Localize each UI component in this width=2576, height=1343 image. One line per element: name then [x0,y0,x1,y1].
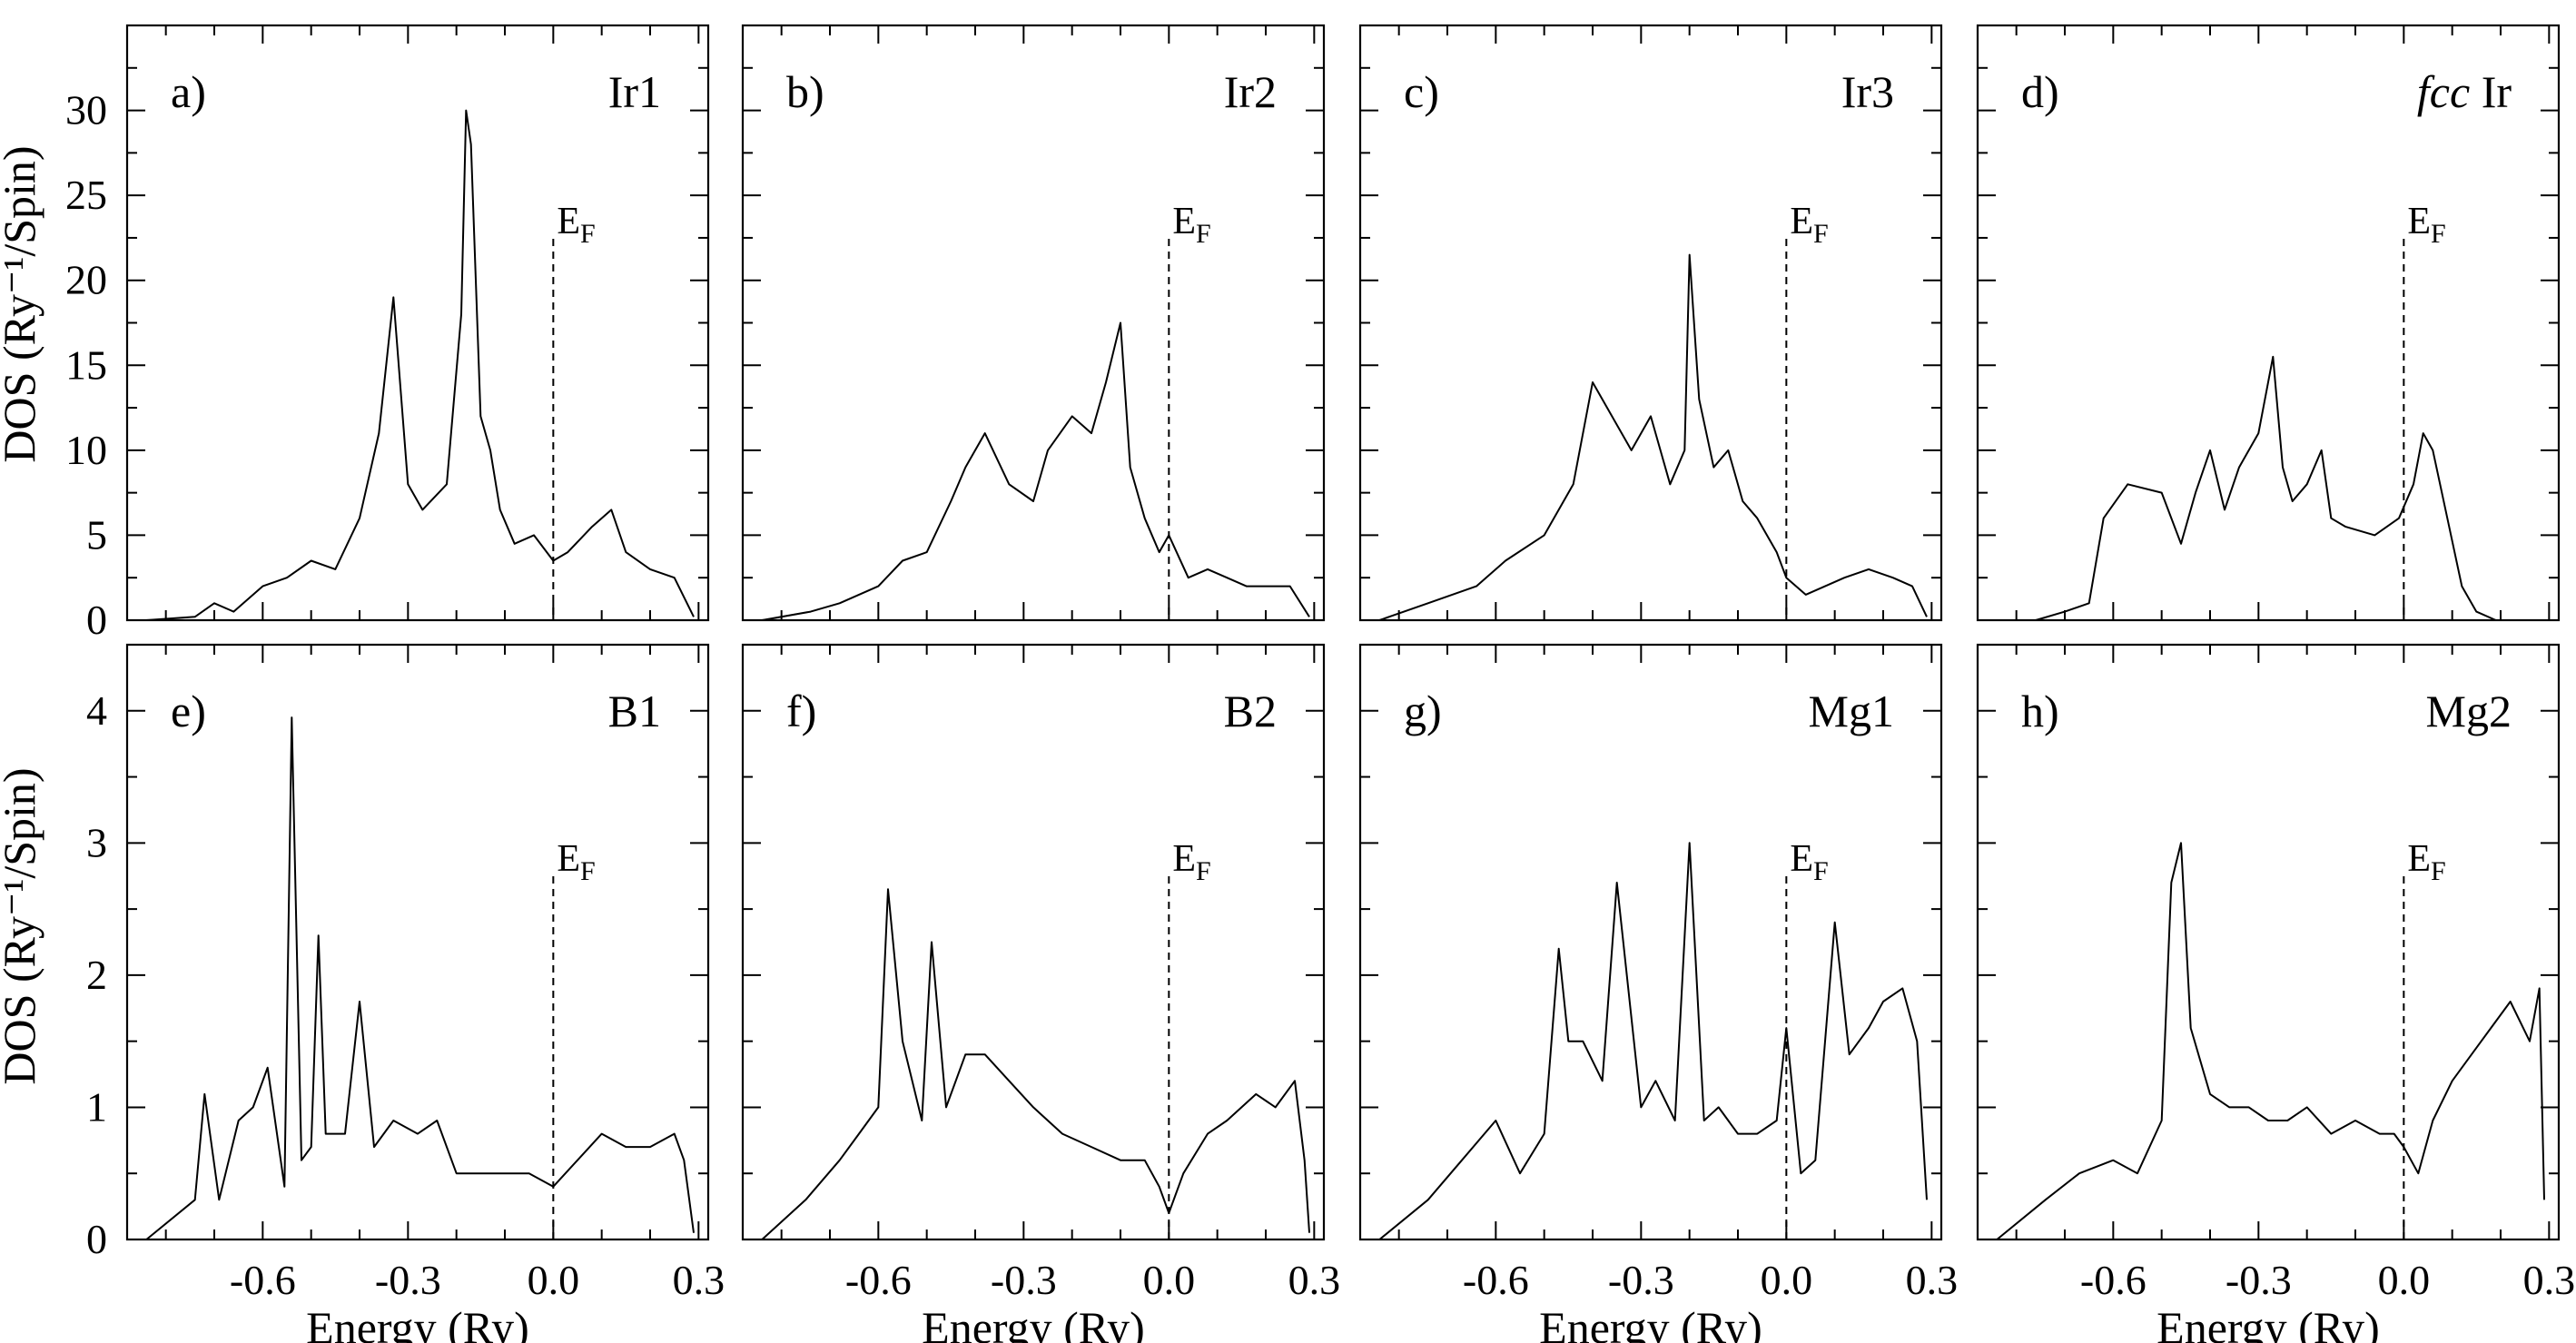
dos-curve [762,321,1310,621]
panel-title: Mg2 [2426,686,2512,736]
panel-letter: g) [1404,686,1442,736]
fermi-level-label: EF [1172,201,1210,249]
dos-curve [1378,253,1928,621]
panel-letter: c) [1404,66,1439,117]
panel-a: 0 5 10 15 20 25 30 EF a) Ir1 [65,24,710,643]
y-axis-label-top: DOS (Ry⁻¹/Spin) [0,145,44,462]
x-tick-label: 0.0 [1143,1257,1196,1303]
x-tick-label: -0.6 [845,1257,912,1303]
x-tick-label: -0.6 [230,1257,296,1303]
panel-g: -0.6 -0.3 0.0 0.3 Energy (Ry) EF g) Mg1 [1358,643,1959,1343]
panel-frame [1358,643,1943,1241]
panel-letter: h) [2021,686,2059,736]
fermi-level-label: EF [1172,838,1210,886]
panel-title: B2 [1224,686,1277,736]
panel-c: EF c) Ir3 [1358,24,1943,622]
y-tick-label: 20 [65,257,107,303]
y-tick-label: 2 [86,952,107,998]
x-tick-label: -0.6 [1463,1257,1529,1303]
y-tick-label: 0 [86,597,107,643]
panel-f: -0.6 -0.3 0.0 0.3 Energy (Ry) EF f) B2 [741,643,1341,1343]
y-axis-label-bottom: DOS (Ry⁻¹/Spin) [0,767,44,1084]
x-tick-label: 0.0 [2378,1257,2431,1303]
panel-d: EF d) fcc Ir [1976,24,2561,622]
fermi-level-label: EF [2407,201,2445,249]
y-tick-label: 30 [65,87,107,133]
x-tick-label: 0.3 [1906,1257,1959,1303]
y-tick-label: 5 [86,511,107,558]
panel-b: EF b) Ir2 [741,24,1326,622]
y-tick-label: 25 [65,172,107,218]
dos-curve [146,109,695,621]
x-tick-label: 0.3 [2523,1257,2576,1303]
x-tick-label: -0.3 [1608,1257,1674,1303]
panel-letter: a) [171,66,206,117]
panel-h: -0.6 -0.3 0.0 0.3 Energy (Ry) EF h) Mg2 [1976,643,2576,1343]
y-tick-label: 15 [65,341,107,388]
dos-curve [1378,842,1928,1240]
panel-letter: f) [786,686,816,736]
y-tick-label: 4 [86,687,107,734]
x-axis-label: Energy (Ry) [922,1302,1145,1343]
panel-frame [125,643,710,1241]
dos-curve [1996,842,2545,1240]
panel-title: Ir2 [1224,66,1277,117]
panel-e: 0 1 2 3 4 -0.6 -0.3 0.0 0.3 Energy (Ry) EF e) B1 [86,643,725,1343]
x-tick-label: -0.6 [2080,1257,2147,1303]
dos-curve [145,716,695,1240]
x-tick-label: 0.3 [673,1257,725,1303]
y-tick-label: 1 [86,1083,107,1130]
fermi-level-label: EF [1790,201,1828,249]
panel-frame [1976,643,2561,1241]
y-tick-label: 0 [86,1216,107,1262]
panel-letter: b) [786,66,824,117]
x-tick-label: 0.3 [1288,1257,1341,1303]
y-tick-label: 3 [86,819,107,865]
dos-curve [761,888,1310,1240]
fermi-level-label: EF [2407,838,2445,886]
y-tick-label: 10 [65,427,107,473]
x-tick-label: 0.0 [528,1257,580,1303]
x-axis-label: Energy (Ry) [1539,1302,1762,1343]
x-tick-label: -0.3 [375,1257,441,1303]
fermi-level-label: EF [557,201,595,249]
x-tick-label: -0.3 [991,1257,1057,1303]
dos-curve [2035,355,2497,621]
panel-title: Ir1 [608,66,661,117]
x-axis-label: Energy (Ry) [306,1302,529,1343]
x-tick-label: -0.3 [2226,1257,2292,1303]
panel-title: B1 [608,686,661,736]
x-axis-label: Energy (Ry) [2157,1302,2380,1343]
fermi-level-label: EF [1790,838,1828,886]
fermi-level-label: EF [557,838,595,886]
panel-title: Mg1 [1809,686,1894,736]
panel-letter: d) [2021,66,2059,117]
panel-title: fcc Ir [2417,66,2512,117]
panel-title: Ir3 [1841,66,1894,117]
x-tick-label: 0.0 [1761,1257,1813,1303]
panel-letter: e) [171,686,206,736]
panel-frame [741,643,1326,1241]
